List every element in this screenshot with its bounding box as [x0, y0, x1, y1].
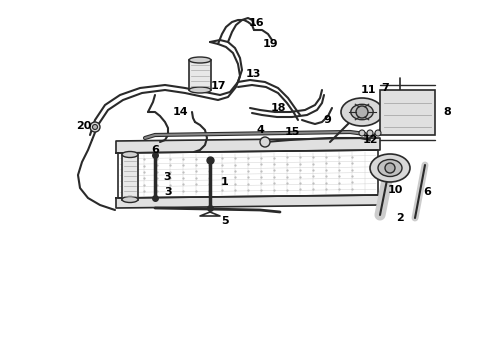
- Text: 17: 17: [210, 81, 226, 91]
- Ellipse shape: [122, 152, 138, 158]
- Text: 10: 10: [387, 185, 403, 195]
- Circle shape: [356, 106, 368, 118]
- Text: 8: 8: [443, 107, 451, 117]
- Text: 4: 4: [256, 125, 264, 135]
- Text: 9: 9: [323, 115, 331, 125]
- Text: 2: 2: [396, 213, 404, 223]
- Text: 16: 16: [248, 18, 264, 28]
- Ellipse shape: [341, 98, 383, 126]
- Text: 3: 3: [163, 172, 171, 182]
- Bar: [189, 60, 211, 90]
- Text: 12: 12: [362, 135, 378, 145]
- Text: 3: 3: [164, 187, 172, 197]
- Circle shape: [367, 130, 373, 136]
- Text: 5: 5: [221, 216, 229, 226]
- Text: 14: 14: [172, 107, 188, 117]
- Text: 19: 19: [262, 39, 278, 49]
- Ellipse shape: [189, 57, 211, 63]
- Circle shape: [385, 163, 395, 173]
- Text: 11: 11: [360, 85, 376, 95]
- Text: 13: 13: [245, 69, 261, 79]
- Text: 6: 6: [151, 145, 159, 155]
- Bar: [122, 154, 138, 199]
- Circle shape: [93, 125, 98, 130]
- Text: 20: 20: [76, 121, 92, 131]
- Text: 6: 6: [423, 187, 431, 197]
- Circle shape: [260, 137, 270, 147]
- Ellipse shape: [122, 197, 138, 202]
- Polygon shape: [116, 195, 380, 208]
- Text: 18: 18: [270, 103, 286, 113]
- Polygon shape: [116, 138, 380, 153]
- Bar: [380, 90, 435, 135]
- Circle shape: [375, 130, 381, 136]
- Ellipse shape: [351, 104, 373, 120]
- Text: 7: 7: [381, 83, 389, 93]
- Ellipse shape: [370, 154, 410, 182]
- Text: 15: 15: [284, 127, 300, 137]
- Text: 1: 1: [221, 177, 229, 187]
- Circle shape: [359, 130, 365, 136]
- Ellipse shape: [378, 159, 402, 176]
- Ellipse shape: [189, 87, 211, 93]
- Circle shape: [90, 122, 100, 132]
